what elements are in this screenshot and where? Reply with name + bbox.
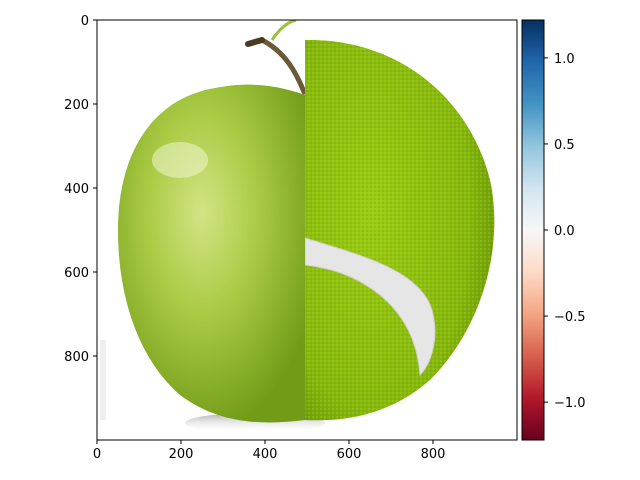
x-axis: 0 200 400 600 800	[93, 440, 446, 462]
y-tick-label: 200	[64, 98, 89, 113]
tennis-ball-fuzz	[305, 39, 495, 421]
y-tick-label: 600	[64, 266, 89, 281]
apple-highlight	[152, 142, 208, 178]
y-axis: 0 200 400 600 800	[64, 14, 97, 365]
y-tick-label: 400	[64, 182, 89, 197]
tennis-ball-seam	[305, 237, 436, 377]
colorbar-tick-label: 1.0	[554, 52, 575, 67]
apple-stem	[259, 37, 307, 95]
y-tick-label: 0	[81, 14, 89, 29]
colorbar-gradient	[521, 19, 545, 441]
image-axes: 0 200 400 600 800 0 200 400 600 800	[64, 14, 518, 462]
colorbar-tick-label: 0.5	[554, 138, 575, 153]
colorbar-tick-label: 0.0	[554, 224, 575, 239]
x-tick-label: 0	[93, 447, 101, 462]
colorbar: −1.0 −0.5 0.0 0.5 1.0	[521, 19, 586, 441]
image-edge-streak	[100, 340, 106, 420]
chart-image	[100, 20, 495, 433]
x-tick-label: 800	[421, 447, 446, 462]
apple-stem-end	[245, 37, 265, 47]
colorbar-axis: −1.0 −0.5 0.0 0.5 1.0	[544, 52, 586, 411]
colorbar-tick-label: −1.0	[554, 396, 586, 411]
colorbar-tick-label: −0.5	[554, 310, 586, 325]
x-tick-label: 600	[337, 447, 362, 462]
y-tick-label: 800	[64, 350, 89, 365]
axes-frame	[96, 19, 518, 441]
stem-sprout	[270, 20, 297, 41]
x-tick-label: 200	[169, 447, 194, 462]
x-tick-label: 400	[253, 447, 278, 462]
